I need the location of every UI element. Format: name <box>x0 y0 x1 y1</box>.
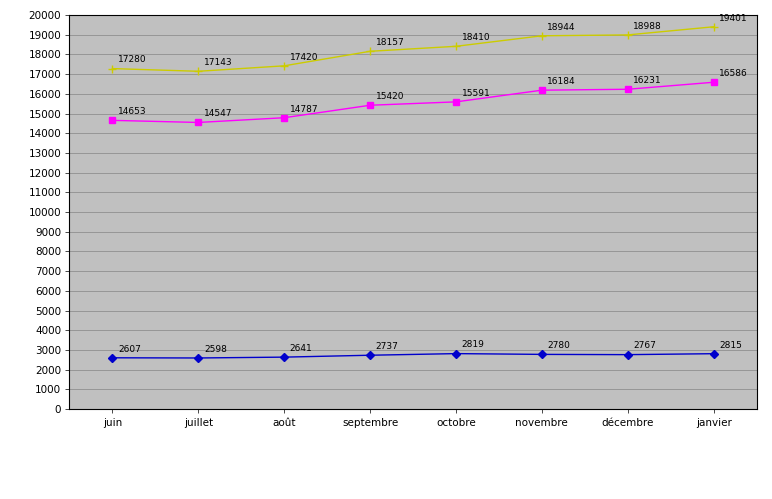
Text: 17420: 17420 <box>290 53 318 62</box>
Text: 15591: 15591 <box>462 89 490 98</box>
Text: 14653: 14653 <box>118 107 147 116</box>
Text: 2767: 2767 <box>633 341 656 350</box>
Text: 2819: 2819 <box>462 340 484 349</box>
Text: 16231: 16231 <box>633 76 662 85</box>
Text: 18157: 18157 <box>376 38 405 47</box>
Text: 16184: 16184 <box>547 77 576 86</box>
Text: 2737: 2737 <box>376 342 398 351</box>
Text: 2641: 2641 <box>290 344 313 353</box>
Text: 2598: 2598 <box>204 345 227 354</box>
Text: 15420: 15420 <box>376 92 404 101</box>
Text: 2780: 2780 <box>547 341 571 350</box>
Text: 18410: 18410 <box>462 33 490 42</box>
Text: 18944: 18944 <box>547 22 576 31</box>
Text: 17143: 17143 <box>204 58 232 67</box>
Text: 14787: 14787 <box>290 105 318 114</box>
Text: 18988: 18988 <box>633 22 662 31</box>
Text: 2607: 2607 <box>118 345 141 354</box>
Text: 16586: 16586 <box>720 69 748 78</box>
Text: 14547: 14547 <box>204 109 232 118</box>
Text: 19401: 19401 <box>720 13 748 22</box>
Text: 17280: 17280 <box>118 55 147 64</box>
Text: 2815: 2815 <box>720 340 742 349</box>
